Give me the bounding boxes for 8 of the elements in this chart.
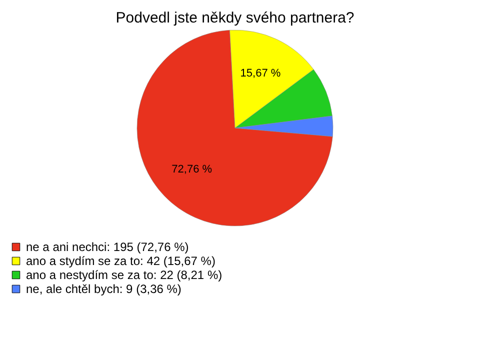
legend-label: ne a ani nechci: 195 (72,76 %) (26, 240, 189, 254)
pie-slice (136, 30, 333, 226)
chart-title: Podvedl jste někdy svého partnera? (116, 9, 354, 26)
legend-label: ano a stydím se za to: 42 (15,67 %) (26, 254, 216, 268)
data-label: 72,76 % (172, 164, 212, 176)
data-label: 15,67 % (240, 68, 281, 80)
legend-label: ano a nestydím se za to: 22 (8,21 %) (26, 268, 222, 282)
legend-label: ne, ale chtěl bych: 9 (3,36 %) (26, 282, 182, 296)
